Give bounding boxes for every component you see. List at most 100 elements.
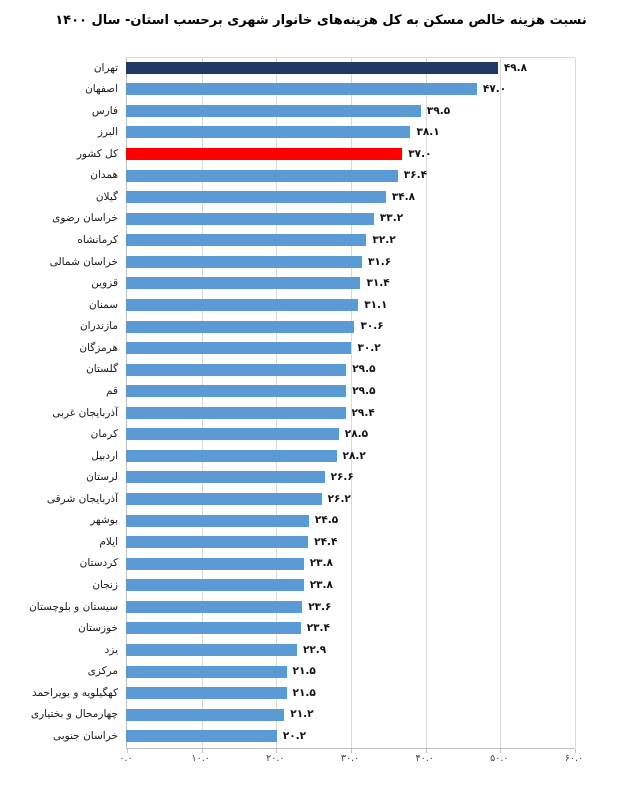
gridline: [201, 58, 203, 748]
category-label: خراسان شمالی: [49, 255, 118, 268]
bar: [126, 255, 362, 268]
bar-row: هرمزگان ۳۰.۲: [0, 337, 642, 359]
bar-value-label: ۲۹.۵: [352, 384, 376, 397]
plot-area: [126, 57, 576, 753]
bar-track: ۳۰.۲: [126, 342, 574, 355]
bars-region: تهران ۴۹.۸ اصفهان ۴۷.۰ فارس ۳۹.۵ البرز ۳۸.۱ کل ک…: [0, 57, 642, 747]
bar: [126, 320, 355, 333]
bar-row: گیلان ۳۴.۸: [0, 186, 642, 208]
bar-value-label: ۲۲.۹: [302, 643, 327, 656]
category-label: قزوین: [91, 277, 118, 290]
bar-track: ۳۶.۴: [126, 169, 574, 182]
bar-track: ۳۱.۶: [126, 255, 574, 268]
category-label: چهارمحال و بختیاری: [30, 708, 118, 721]
bar-row: تهران ۴۹.۸: [0, 57, 642, 79]
bar-value-label: ۳۶.۴: [403, 169, 427, 182]
bar: [126, 385, 347, 398]
bar: [126, 234, 367, 247]
category-label: گلستان: [86, 363, 118, 376]
bar-row: خراسان شمالی ۳۱.۶: [0, 251, 642, 273]
bar-track: ۲۳.۸: [126, 579, 574, 592]
bar-row: کردستان ۲۳.۸: [0, 553, 642, 575]
category-label: گیلان: [95, 190, 118, 203]
category-label: خوزستان: [78, 622, 118, 635]
bar-track: ۲۸.۵: [126, 428, 574, 441]
gridline: [500, 58, 502, 748]
bar-track: ۲۸.۲: [126, 449, 574, 462]
bar-track: ۲۹.۴: [126, 406, 574, 419]
bar: [126, 665, 287, 678]
x-tick-label: ۳۰.۰: [340, 753, 360, 764]
bar-row: البرز ۳۸.۱: [0, 122, 642, 144]
bar-row: زنجان ۲۳.۸: [0, 575, 642, 597]
category-label: ایلام: [99, 535, 118, 548]
bar: [126, 687, 287, 700]
bar: [126, 363, 347, 376]
bar-row: ایلام ۲۴.۴: [0, 531, 642, 553]
bar-row: آذربایجان شرقی ۲۶.۲: [0, 488, 642, 510]
bar-value-label: ۳۱.۴: [366, 277, 390, 290]
bar-track: ۲۳.۸: [126, 557, 574, 570]
bar-value-label: ۲۳.۶: [308, 600, 332, 613]
bar-row: کرمان ۲۸.۵: [0, 424, 642, 446]
bar: [126, 493, 322, 506]
bar-value-label: ۳۰.۶: [360, 320, 384, 333]
bar-track: ۲۳.۴: [126, 622, 574, 635]
bar-row: یزد ۲۲.۹: [0, 639, 642, 661]
category-label: کرمانشاه: [77, 234, 118, 247]
bar: [126, 342, 352, 355]
category-label: بوشهر: [90, 514, 118, 527]
bar: [126, 514, 309, 527]
x-tick-mark: [127, 749, 128, 753]
category-label: کرمان: [90, 428, 118, 441]
bar: [126, 212, 374, 225]
category-label: کل کشور: [76, 147, 118, 160]
bar-value-label: ۳۳.۲: [379, 212, 404, 225]
bar-value-label: ۳۲.۲: [372, 234, 396, 247]
bar-value-label: ۲۰.۲: [282, 729, 307, 742]
x-tick-label: ۴۰.۰: [415, 753, 434, 764]
bar-track: ۲۰.۲: [126, 729, 574, 743]
category-label: قم: [105, 384, 118, 397]
category-label: آذربایجان غربی: [52, 406, 118, 419]
bar-value-label: ۲۸.۲: [342, 449, 366, 462]
bar-value-label: ۴۹.۸: [503, 61, 528, 74]
category-label: مازندران: [79, 320, 118, 333]
bar-row: بوشهر ۲۴.۵: [0, 510, 642, 532]
bar-row: اردبیل ۲۸.۲: [0, 445, 642, 467]
bar-track: ۲۹.۵: [126, 384, 574, 398]
bar-row: سیستان و بلوچستان ۲۳.۶: [0, 596, 642, 618]
category-label: خراسان رضوی: [52, 212, 118, 225]
gridline: [425, 58, 427, 748]
category-label: زنجان: [92, 579, 118, 592]
bar-track: ۲۱.۲: [126, 708, 574, 721]
bar-track: ۴۷.۰: [126, 83, 574, 96]
bar: [126, 126, 411, 139]
bar-track: ۲۴.۴: [126, 536, 574, 549]
category-label: خراسان جنوبی: [52, 729, 118, 742]
category-label: کهگیلویه و بویراحمد: [31, 686, 118, 699]
bar-value-label: ۲۸.۵: [344, 428, 369, 441]
bar-track: ۲۱.۵: [126, 665, 574, 678]
bar: [126, 579, 304, 592]
bar-track: ۳۰.۶: [126, 320, 574, 333]
category-label: یزد: [104, 643, 118, 656]
bar: [126, 61, 498, 74]
bar-value-label: ۲۳.۸: [309, 579, 333, 592]
x-tick-mark: [425, 749, 427, 753]
bar-value-label: ۳۴.۸: [391, 190, 416, 203]
bar-track: ۳۷.۰: [126, 147, 574, 161]
bar: [126, 428, 339, 441]
category-label: سیستان و بلوچستان: [29, 600, 118, 613]
bar-track: ۳۹.۵: [126, 104, 574, 117]
bar: [126, 449, 337, 462]
x-tick-label: ۰.۰: [119, 753, 133, 764]
bar-row: فارس ۳۹.۵: [0, 100, 642, 122]
bar-value-label: ۳۷.۰: [408, 147, 432, 160]
bar-track: ۲۱.۵: [126, 687, 574, 700]
bar: [126, 148, 403, 161]
bar-value-label: ۴۷.۰: [482, 83, 507, 96]
bar-row: چهارمحال و بختیاری ۲۱.۲: [0, 704, 642, 726]
bar-track: ۲۳.۶: [126, 600, 574, 613]
bar-row: مازندران ۳۰.۶: [0, 316, 642, 338]
